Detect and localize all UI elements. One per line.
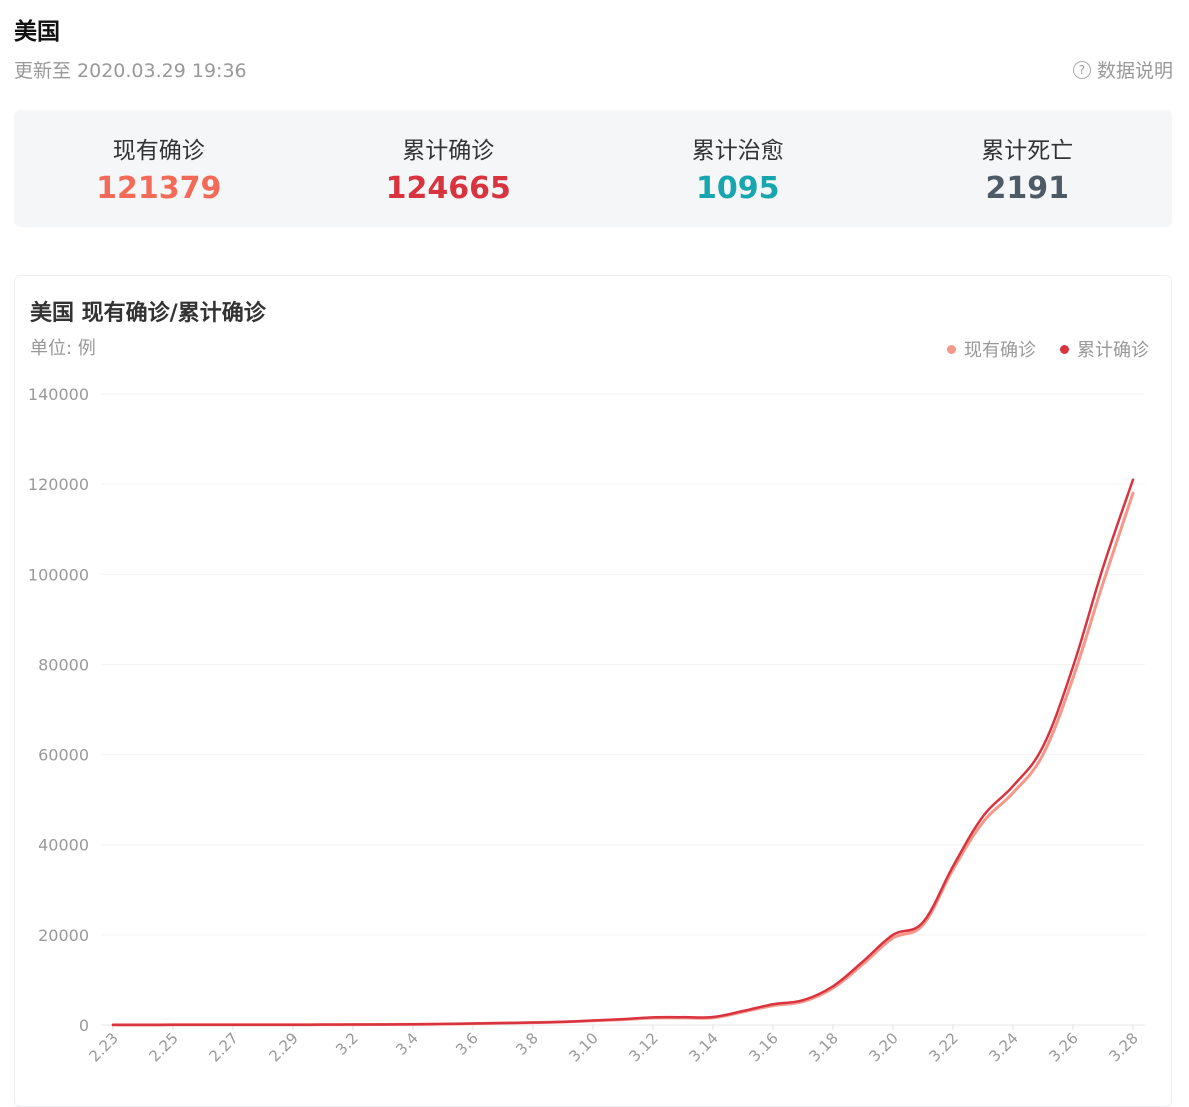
line-chart: 0 20000 40000 60000 80000 100000 120000 140000 2… [28,385,1145,1065]
x-tick-label: 3.8 [512,1029,542,1059]
x-tick-label: 3.6 [452,1029,482,1059]
y-tick-label: 20000 [38,926,89,945]
stat-value: 121379 [96,171,222,206]
stat-value: 1095 [696,171,780,206]
x-tick-label: 3.20 [865,1029,901,1065]
chart-unit: 单位: 例 [30,338,96,359]
x-tick-label: 3.22 [925,1029,961,1065]
stat-label: 累计确诊 [402,138,495,164]
chart-legend: 现有确诊 累计确诊 [947,336,1149,362]
stat-value: 124665 [385,171,511,206]
x-tick-label: 3.16 [745,1029,781,1065]
stat-label: 现有确诊 [112,138,205,164]
stat-value: 2191 [985,171,1070,206]
data-description-link[interactable]: ? 数据说明 [1072,56,1173,83]
x-tick-label: 2.25 [145,1029,181,1065]
stat-total-recovered: 累计治愈 1095 [593,110,883,227]
stat-label: 累计死亡 [981,138,1074,164]
legend-dot-icon [947,344,956,354]
x-tick-label: 2.23 [85,1029,121,1065]
question-circle-icon: ? [1072,60,1091,79]
x-tick-label: 3.26 [1045,1029,1081,1065]
stat-current-confirmed: 现有确诊 121379 [14,110,304,227]
chart-card: 美国 现有确诊/累计确诊 单位: 例 现有确诊 累计确诊 0 20000 40000… [14,275,1172,1107]
series-line-total [111,478,1135,1027]
x-tick-label: 3.18 [805,1029,841,1065]
x-tick-label: 3.14 [685,1029,721,1065]
page-title: 美国 [14,19,60,45]
x-tick-label: 3.2 [332,1029,362,1059]
y-tick-label: 60000 [38,746,89,765]
update-time: 更新至 2020.03.29 19:36 [14,60,247,82]
x-tick-label: 2.29 [265,1029,301,1065]
x-tick-label: 3.4 [392,1029,422,1059]
y-tick-label: 140000 [28,385,89,404]
summary-stats: 现有确诊 121379 累计确诊 124665 累计治愈 1095 累计死亡 2… [14,110,1172,227]
y-tick-label: 120000 [28,475,89,494]
x-tick-label: 3.12 [625,1029,661,1065]
stat-label: 累计治愈 [691,138,784,164]
stat-total-deaths: 累计死亡 2191 [883,110,1173,227]
series-line-current [111,491,1135,1027]
legend-dot-icon [1060,344,1069,354]
x-tick-label: 3.28 [1105,1029,1141,1065]
x-tick-label: 3.10 [565,1029,601,1065]
data-description-label: 数据说明 [1096,60,1173,82]
legend-label: 现有确诊 [964,340,1036,361]
chart-title: 美国 现有确诊/累计确诊 [30,301,266,326]
y-tick-label: 0 [79,1016,89,1035]
y-tick-label: 80000 [38,655,89,674]
x-tick-label: 3.24 [985,1029,1021,1065]
x-tick-label: 2.27 [205,1029,241,1065]
legend-label: 累计确诊 [1077,340,1149,361]
legend-item-total[interactable]: 累计确诊 [1060,336,1149,362]
y-tick-label: 100000 [28,565,89,584]
legend-item-current[interactable]: 现有确诊 [947,336,1036,362]
stat-total-confirmed: 累计确诊 124665 [304,110,594,227]
y-tick-label: 40000 [38,836,89,855]
